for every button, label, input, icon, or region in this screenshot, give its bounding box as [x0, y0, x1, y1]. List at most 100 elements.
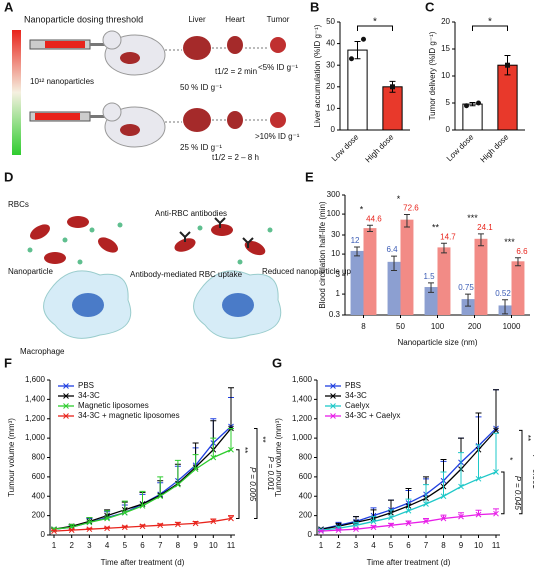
error-bar — [354, 40, 361, 60]
data-point — [505, 62, 510, 68]
error-bar — [174, 459, 181, 485]
y-tick-label: 1,600 — [25, 375, 46, 384]
series-line — [53, 426, 232, 530]
error-bar — [428, 282, 435, 293]
significance-bracket — [501, 471, 505, 515]
nanoparticle-dot — [27, 222, 273, 265]
y-tick-label: 800 — [299, 453, 313, 462]
organ-label: Liver — [188, 15, 206, 24]
x-tick-label: 2 — [69, 541, 74, 550]
panel-label: D — [4, 169, 13, 184]
marker — [68, 527, 75, 534]
marker — [139, 503, 146, 509]
x-tick-label: 100 — [431, 322, 445, 331]
marker — [157, 522, 164, 529]
marker — [353, 526, 359, 533]
marker — [175, 521, 181, 528]
x-tick-label: High dose — [364, 132, 396, 164]
y-tick-label: 600 — [32, 472, 46, 481]
x-tick-label: 6 — [140, 541, 145, 550]
legend-label: Magnetic liposomes — [78, 401, 149, 410]
half-life: t1/2 = 2 – 8 h — [212, 153, 259, 162]
series-line — [53, 428, 232, 530]
significance-bracket — [519, 429, 523, 515]
data-point — [390, 84, 395, 90]
y-tick-label: 400 — [32, 491, 46, 500]
marker — [335, 527, 342, 534]
y-tick-label: 0 — [41, 530, 46, 539]
liver-dose: 50 % ID g⁻¹ — [180, 83, 222, 92]
error-bar — [139, 490, 146, 506]
x-tick-label: 1 — [52, 541, 57, 550]
error-bar — [458, 452, 464, 487]
series-line — [53, 449, 232, 530]
y-tick-label: 800 — [32, 453, 46, 462]
error-bar — [465, 293, 472, 307]
dose-label: 10¹² nanoparticles — [30, 77, 94, 86]
organ-label: Tumor — [267, 15, 290, 24]
error-bar — [440, 242, 447, 254]
marker — [405, 507, 412, 514]
significance: * — [505, 457, 514, 460]
x-tick-label: High dose — [479, 132, 511, 164]
marker — [192, 520, 199, 527]
significance: ** — [432, 223, 440, 233]
marker — [388, 522, 394, 529]
marker — [475, 475, 482, 482]
error-bar — [228, 387, 234, 429]
error-bar — [493, 508, 499, 514]
liver-dose: 25 % ID g⁻¹ — [180, 143, 222, 152]
x-tick-label: 5 — [123, 541, 128, 550]
y-tick-label: 40 — [326, 39, 335, 48]
x-tick-label: 10 — [474, 541, 483, 550]
rbc-label: RBCs — [8, 200, 29, 209]
marker — [458, 483, 464, 490]
x-tick-label: 11 — [492, 541, 501, 550]
y-tick-label: 1,000 — [25, 433, 46, 442]
x-tick-label: 8 — [361, 322, 366, 331]
organ-icon — [120, 36, 286, 136]
y-tick-label: 600 — [299, 472, 313, 481]
legend-label: Caelyx — [345, 401, 369, 410]
y-tick-label: 20 — [326, 82, 335, 91]
marker — [104, 525, 110, 532]
error-bar — [353, 516, 359, 523]
marker — [493, 427, 499, 434]
y-tick-label: 0 — [331, 125, 336, 134]
legend-marker — [63, 413, 69, 419]
y-tick-label: 15 — [441, 44, 450, 53]
value-label: 72.6 — [403, 204, 419, 213]
panel-label: C — [425, 0, 435, 14]
marker — [157, 493, 164, 500]
p-value: P = 0.001 — [531, 455, 534, 489]
marker — [493, 469, 499, 475]
error-bar — [366, 224, 373, 233]
bar — [347, 49, 368, 131]
x-tick-label: 4 — [371, 541, 376, 550]
panel-label: A — [4, 0, 14, 14]
marker — [423, 518, 429, 525]
reduced-label: Reduced nanoparticle uptake — [262, 267, 367, 276]
x-tick-label: 8 — [441, 541, 446, 550]
marker — [228, 446, 234, 453]
marker — [228, 515, 234, 522]
x-axis-label: Nanoparticle size (nm) — [397, 338, 477, 347]
value-label: 1.5 — [423, 272, 435, 281]
value-label: 12 — [351, 236, 360, 245]
marker — [405, 520, 412, 527]
y-tick-label: 10 — [331, 249, 340, 258]
bar — [474, 238, 488, 315]
error-bar — [475, 444, 482, 479]
y-tick-label: 1,400 — [25, 394, 46, 403]
y-tick-label: 1,200 — [292, 414, 313, 423]
error-bar — [475, 509, 482, 515]
data-point — [476, 100, 481, 106]
x-axis-label: Time after treatment (d) — [367, 558, 451, 567]
legend-marker — [330, 383, 336, 389]
marker — [440, 493, 447, 500]
significance-bracket — [236, 449, 240, 520]
legend-label: 34-3C + Caelyx — [345, 411, 400, 420]
error-bar — [210, 437, 217, 458]
half-life: t1/2 = 2 min — [215, 67, 257, 76]
marker — [458, 513, 464, 520]
